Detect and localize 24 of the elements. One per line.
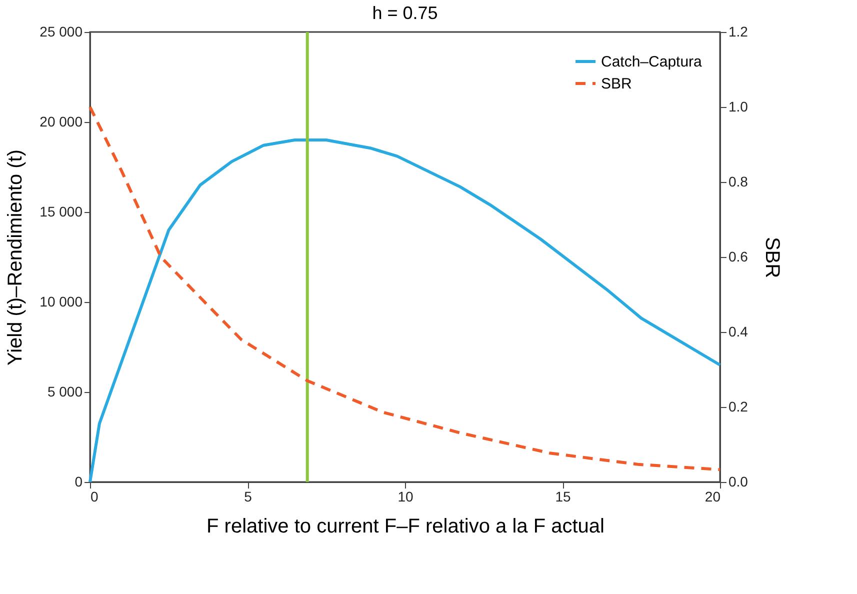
y2-tick-label: 0.8: [728, 174, 748, 190]
x-tick-label: 5: [244, 488, 252, 504]
y-tick-label: 10 000: [40, 294, 83, 310]
y2-tick-label: 0.0: [728, 474, 748, 490]
y2-tick-label: 0.6: [728, 248, 748, 264]
y-tick-label: 25 000: [40, 24, 83, 40]
y2-axis-title: SBR: [760, 236, 783, 278]
x-tick-label: 0: [90, 488, 98, 504]
y2-tick-label: 0.4: [728, 324, 748, 340]
y2-tick-label: 1.2: [728, 24, 748, 40]
legend-label: SBR: [601, 76, 632, 92]
y2-tick-label: 0.2: [728, 398, 748, 414]
x-axis-title: F relative to current F–F relativo a la F actual: [206, 516, 604, 538]
x-tick-label: 20: [704, 488, 721, 504]
y-axis-title: Yield (t)–Rendimiento (t): [4, 149, 27, 366]
y-tick-label: 15 000: [40, 204, 83, 220]
x-tick-label: 15: [555, 488, 571, 504]
y-tick-label: 20 000: [40, 114, 83, 130]
chart-title: h = 0.75: [372, 3, 438, 23]
y-tick-label: 0: [74, 474, 83, 490]
legend-label: Catch–Captura: [601, 54, 703, 70]
x-tick-label: 10: [398, 488, 414, 504]
y2-tick-label: 1.0: [728, 98, 748, 114]
y-tick-label: 5 000: [47, 384, 83, 400]
